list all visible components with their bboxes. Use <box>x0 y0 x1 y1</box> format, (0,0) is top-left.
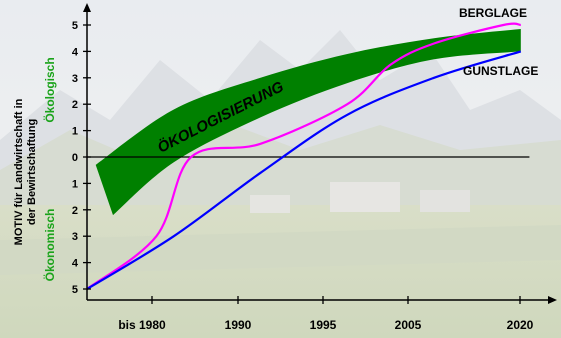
y-tick-label: 2 <box>72 205 78 217</box>
y-tick-label: 3 <box>72 231 78 243</box>
y-axis-title-economic: Ökonomisch <box>42 209 57 282</box>
y-tick-labels: 5 4 3 2 1 0 1 2 3 4 5 <box>72 20 91 296</box>
series-label-gunstlage: GUNSTLAGE <box>463 64 538 78</box>
y-tick-label: 2 <box>72 99 78 111</box>
y-tick-label: 1 <box>72 126 78 138</box>
x-tick-labels: bis 1980 1990 1995 2005 2020 <box>118 296 534 332</box>
y-tick-label: 4 <box>72 46 79 58</box>
series-labels: BERGLAGE GUNSTLAGE <box>459 6 538 78</box>
y-tick-label: 5 <box>72 20 78 32</box>
y-tick-label: 5 <box>72 284 78 296</box>
y-tick-label: 1 <box>72 178 78 190</box>
y-axis-title-group: MOTIV für Landwirtschaft in der Bewirtsc… <box>13 57 57 281</box>
series-label-berglage: BERGLAGE <box>459 6 527 20</box>
y-axis-title-sub: der Bewirtschaftung <box>26 119 38 225</box>
x-tick-label: bis 1980 <box>118 318 166 332</box>
x-axis-arrow-icon <box>548 296 557 304</box>
x-tick-label: 1995 <box>310 318 337 332</box>
y-axis-arrow-icon <box>83 3 91 12</box>
series-line-berglage <box>86 22 521 290</box>
series-layer <box>86 22 522 290</box>
x-tick-label: 2020 <box>507 318 534 332</box>
x-tick-label: 1990 <box>225 318 252 332</box>
ecologisation-band <box>95 29 521 216</box>
x-tick-label: 2005 <box>395 318 422 332</box>
ecologisation-band-layer <box>95 29 521 216</box>
axis-layer <box>83 3 557 304</box>
series-line-gunstlage <box>86 50 522 290</box>
y-tick-label: 4 <box>72 258 79 270</box>
y-tick-label: 3 <box>72 73 78 85</box>
y-axis-title-main: MOTIV für Landwirtschaft in <box>13 98 25 245</box>
y-axis-title-ecological: Ökologisch <box>42 57 57 122</box>
y-tick-label: 0 <box>72 152 78 164</box>
